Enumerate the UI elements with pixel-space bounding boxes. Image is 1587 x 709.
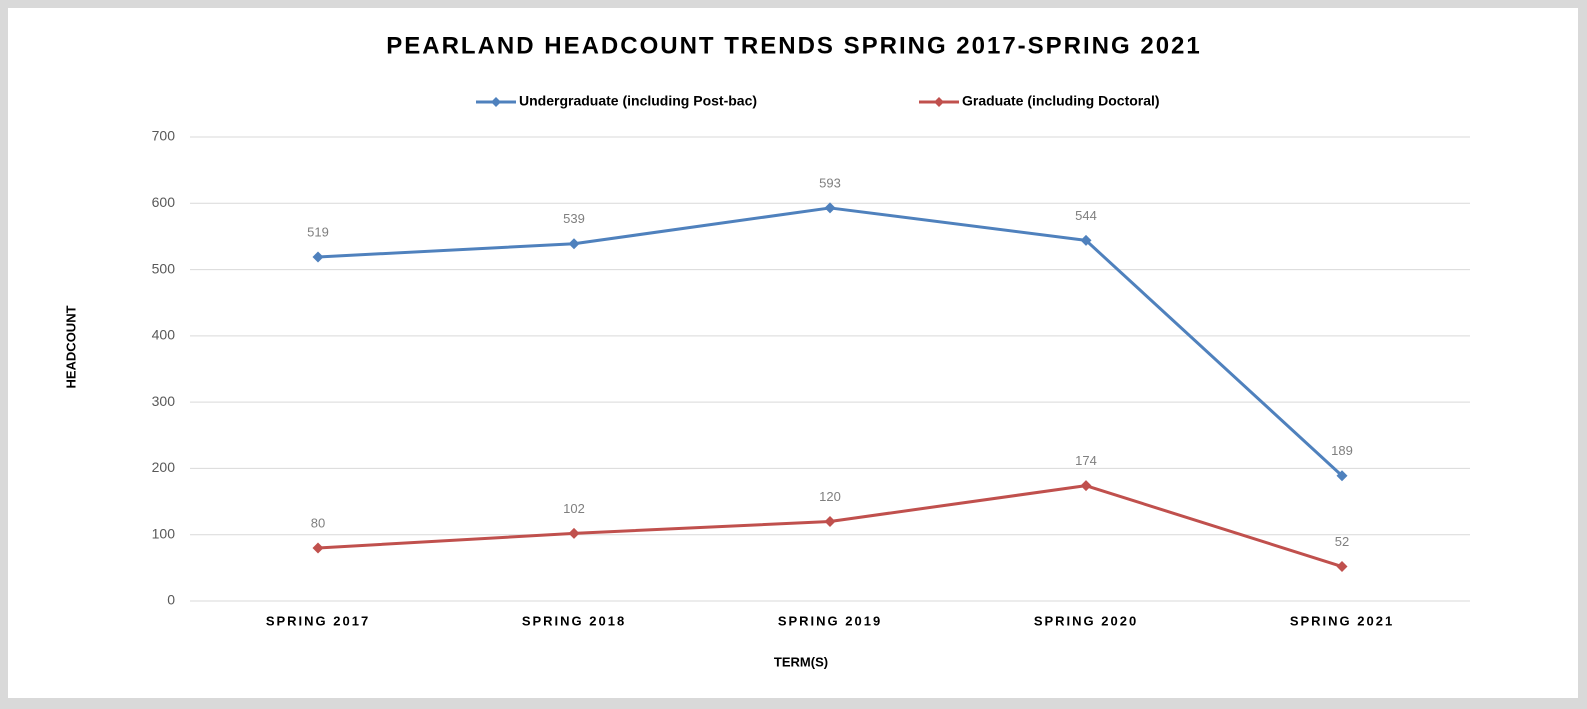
data-label: 519 [307,224,329,239]
data-label: 539 [563,211,585,226]
x-tick-label: SPRING 2020 [1034,613,1138,628]
data-label: 593 [819,175,841,190]
x-tick-label: SPRING 2021 [1290,613,1394,628]
marker [1080,234,1092,246]
y-tick-label: 0 [167,592,175,608]
y-tick-label: 600 [152,194,176,210]
marker [312,542,324,554]
y-tick-label: 500 [152,260,176,276]
data-label: 544 [1075,208,1097,223]
chart-area [8,8,1578,698]
marker [1336,561,1348,573]
data-label: 80 [311,515,325,530]
x-tick-label: SPRING 2017 [266,613,370,628]
marker [1336,470,1348,482]
legend-label: Undergraduate (including Post-bac) [519,93,757,109]
marker [568,238,580,250]
marker [568,527,580,539]
data-label: 174 [1075,453,1097,468]
marker [824,202,836,214]
y-tick-label: 400 [152,327,176,343]
x-tick-label: SPRING 2018 [522,613,626,628]
legend-marker [934,97,944,107]
data-label: 189 [1331,443,1353,458]
y-tick-label: 300 [152,393,176,409]
marker [312,251,324,263]
chart-title: PEARLAND HEADCOUNT TRENDS SPRING 2017-SP… [386,32,1201,59]
x-tick-label: SPRING 2019 [778,613,882,628]
y-tick-label: 200 [152,459,176,475]
y-tick-label: 700 [152,128,176,144]
marker [1080,480,1092,492]
marker [824,515,836,527]
data-label: 102 [563,501,585,516]
y-tick-label: 100 [152,525,176,541]
x-axis-label: TERM(S) [774,654,828,669]
data-label: 120 [819,489,841,504]
y-axis-label: HEADCOUNT [63,305,78,388]
legend-label: Graduate (including Doctoral) [962,93,1160,109]
data-label: 52 [1335,534,1349,549]
legend-marker [491,97,501,107]
